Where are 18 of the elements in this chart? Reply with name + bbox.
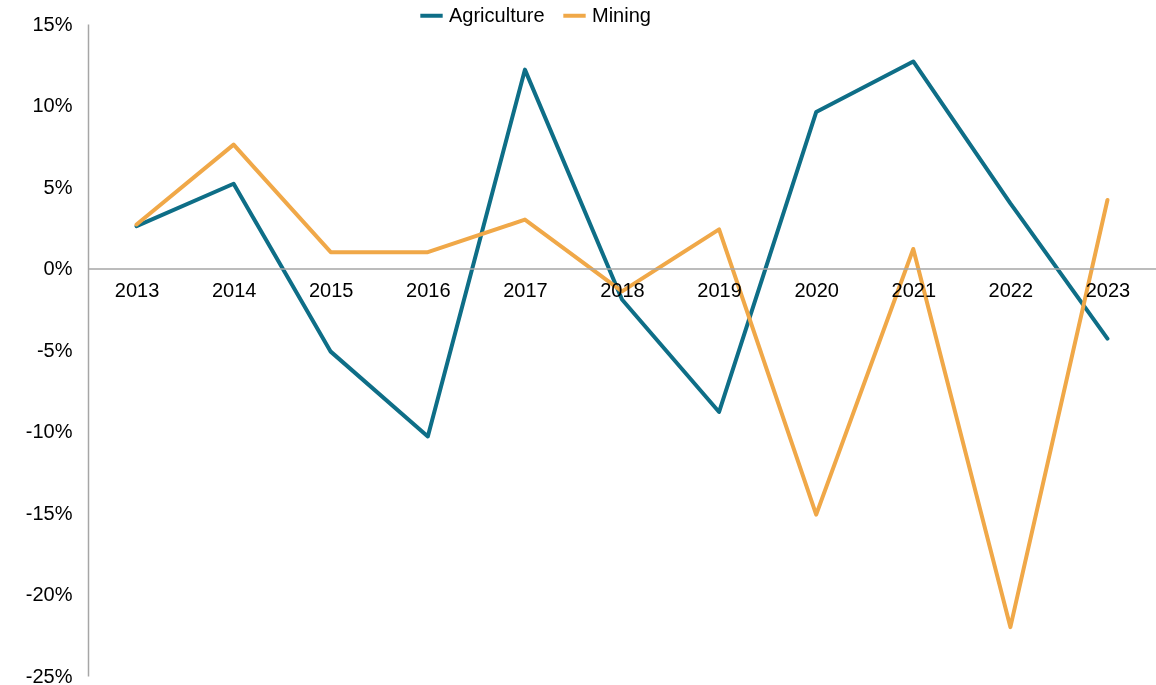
legend-label: Agriculture bbox=[449, 3, 545, 26]
y-tick-label: 10% bbox=[32, 94, 73, 116]
y-tick-label: -5% bbox=[36, 338, 73, 361]
x-tick-label: 2020 bbox=[794, 279, 839, 301]
legend-label: Mining bbox=[592, 3, 651, 26]
x-tick-label: 2015 bbox=[308, 279, 354, 301]
x-tick-label: 2014 bbox=[211, 279, 257, 301]
y-tick-label: 0% bbox=[43, 257, 73, 279]
y-tick-label: -15% bbox=[25, 501, 73, 524]
x-tick-label: 2017 bbox=[503, 279, 548, 301]
x-tick-label: 2013 bbox=[114, 279, 160, 301]
y-tick-label: -20% bbox=[25, 583, 73, 605]
y-tick-label: 5% bbox=[43, 175, 73, 198]
y-tick-label: -25% bbox=[25, 664, 73, 685]
y-tick-label: -10% bbox=[25, 420, 73, 442]
x-tick-label: 2016 bbox=[406, 279, 451, 301]
x-tick-label: 2022 bbox=[988, 279, 1034, 301]
y-tick-label: 15% bbox=[32, 12, 73, 35]
